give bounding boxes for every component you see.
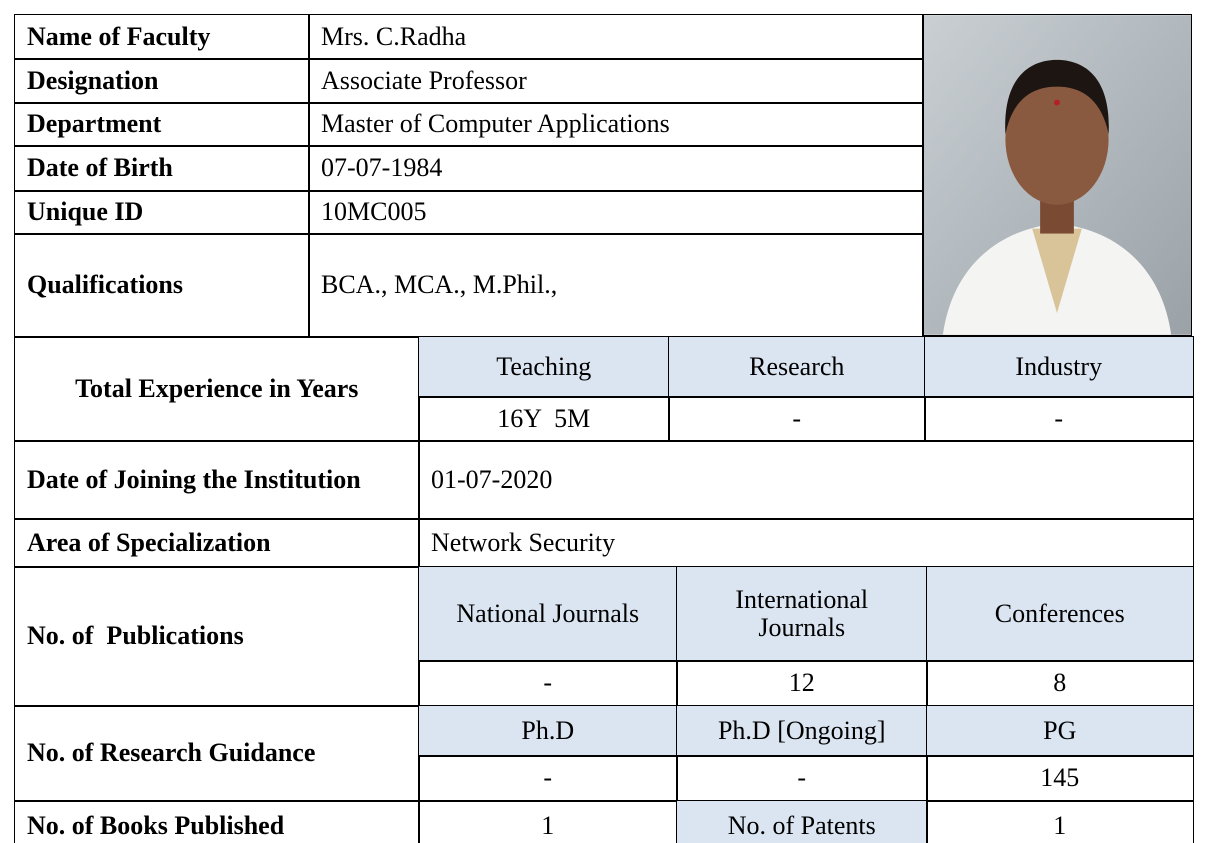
column-value: 12 xyxy=(676,660,928,707)
field-value: Mrs. C.Radha xyxy=(308,14,924,60)
field-value: 1 xyxy=(926,800,1194,843)
column-header: National Journals xyxy=(418,566,678,662)
field-label: No. of Publications xyxy=(14,566,420,707)
field-value: BCA., MCA., M.Phil., xyxy=(308,233,924,338)
field-label: Unique ID xyxy=(14,190,310,235)
field-value: 01-07-2020 xyxy=(418,440,1194,520)
column-header: Teaching xyxy=(418,336,670,398)
field-label: Date of Joining the Institution xyxy=(14,440,420,520)
column-header: International Journals xyxy=(676,566,928,662)
field-label: No. of Books Published xyxy=(14,800,420,843)
field-value: Master of Computer Applications xyxy=(308,102,924,147)
column-header: Conferences xyxy=(926,566,1194,662)
field-label: No. of Research Guidance xyxy=(14,705,420,802)
field-value: 07-07-1984 xyxy=(308,145,924,192)
column-value: 145 xyxy=(926,755,1194,802)
field-value: Network Security xyxy=(418,518,1194,568)
field-label: Total Experience in Years xyxy=(14,336,420,442)
field-label: Department xyxy=(14,102,310,147)
field-label: Designation xyxy=(14,58,310,104)
column-value: - xyxy=(924,396,1194,442)
column-header: Ph.D [Ongoing] xyxy=(676,705,928,757)
field-label: Area of Specialization xyxy=(14,518,420,568)
column-value: - xyxy=(668,396,926,442)
faculty-photo xyxy=(922,14,1192,336)
field-label: No. of Patents xyxy=(676,800,928,843)
column-value: - xyxy=(676,755,928,802)
field-label: Name of Faculty xyxy=(14,14,310,60)
field-value: 1 xyxy=(418,800,678,843)
field-label: Date of Birth xyxy=(14,145,310,192)
column-header: PG xyxy=(926,705,1194,757)
column-header: Research xyxy=(668,336,926,398)
field-value: Associate Professor xyxy=(308,58,924,104)
column-header: Industry xyxy=(924,336,1194,398)
column-value: 16Y 5M xyxy=(418,396,670,442)
field-label: Qualifications xyxy=(14,233,310,338)
field-value: 10MC005 xyxy=(308,190,924,235)
column-value: - xyxy=(418,660,678,707)
column-value: - xyxy=(418,755,678,802)
column-value: 8 xyxy=(926,660,1194,707)
column-header: Ph.D xyxy=(418,705,678,757)
